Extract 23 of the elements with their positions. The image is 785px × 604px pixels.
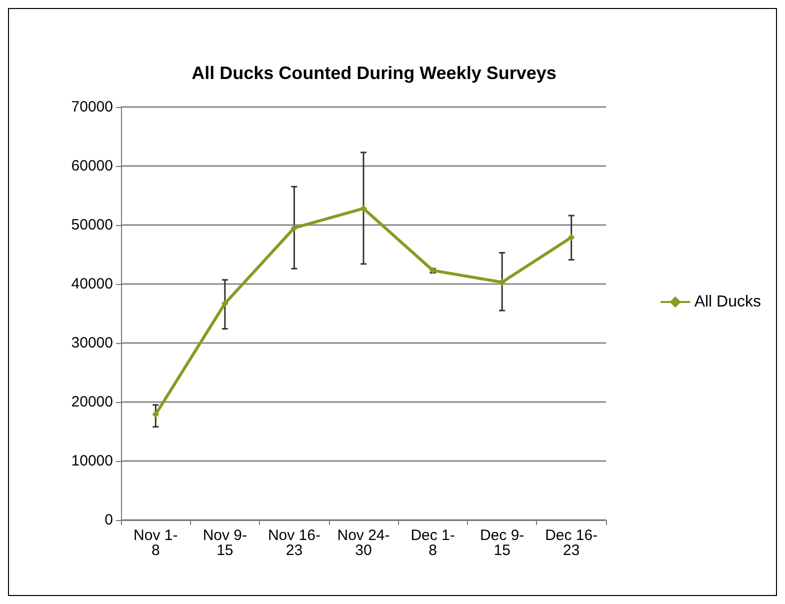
x-tick-label: Dec 1-8 — [410, 527, 455, 559]
point — [290, 224, 298, 232]
y-tick-label: 0 — [104, 512, 113, 528]
y-tick-label: 60000 — [71, 158, 113, 174]
x-tick-label: Dec 9-15 — [480, 527, 524, 559]
x-tick-label: Nov 16-23 — [268, 527, 320, 559]
point — [498, 278, 506, 286]
y-tick-label: 10000 — [71, 452, 113, 470]
x-tick-label: Nov 1-8 — [134, 527, 178, 559]
x-tick-label: Nov 24-30 — [337, 527, 390, 559]
x-tick-label: Nov 9-15 — [202, 527, 248, 559]
y-tick-label: 50000 — [71, 216, 113, 234]
legend-label: All Ducks — [694, 294, 762, 310]
point — [568, 234, 575, 241]
y-tick-label: 20000 — [71, 394, 113, 410]
point — [221, 300, 228, 307]
x-tick-label: Dec 16-23 — [545, 527, 598, 559]
chart-title: All Ducks Counted During Weekly Surveys — [192, 63, 556, 83]
point — [152, 410, 160, 418]
y-tick-label: 70000 — [71, 98, 113, 116]
point — [360, 204, 367, 212]
y-tick-label: 40000 — [71, 276, 113, 292]
y-tick-label: 30000 — [71, 334, 113, 352]
